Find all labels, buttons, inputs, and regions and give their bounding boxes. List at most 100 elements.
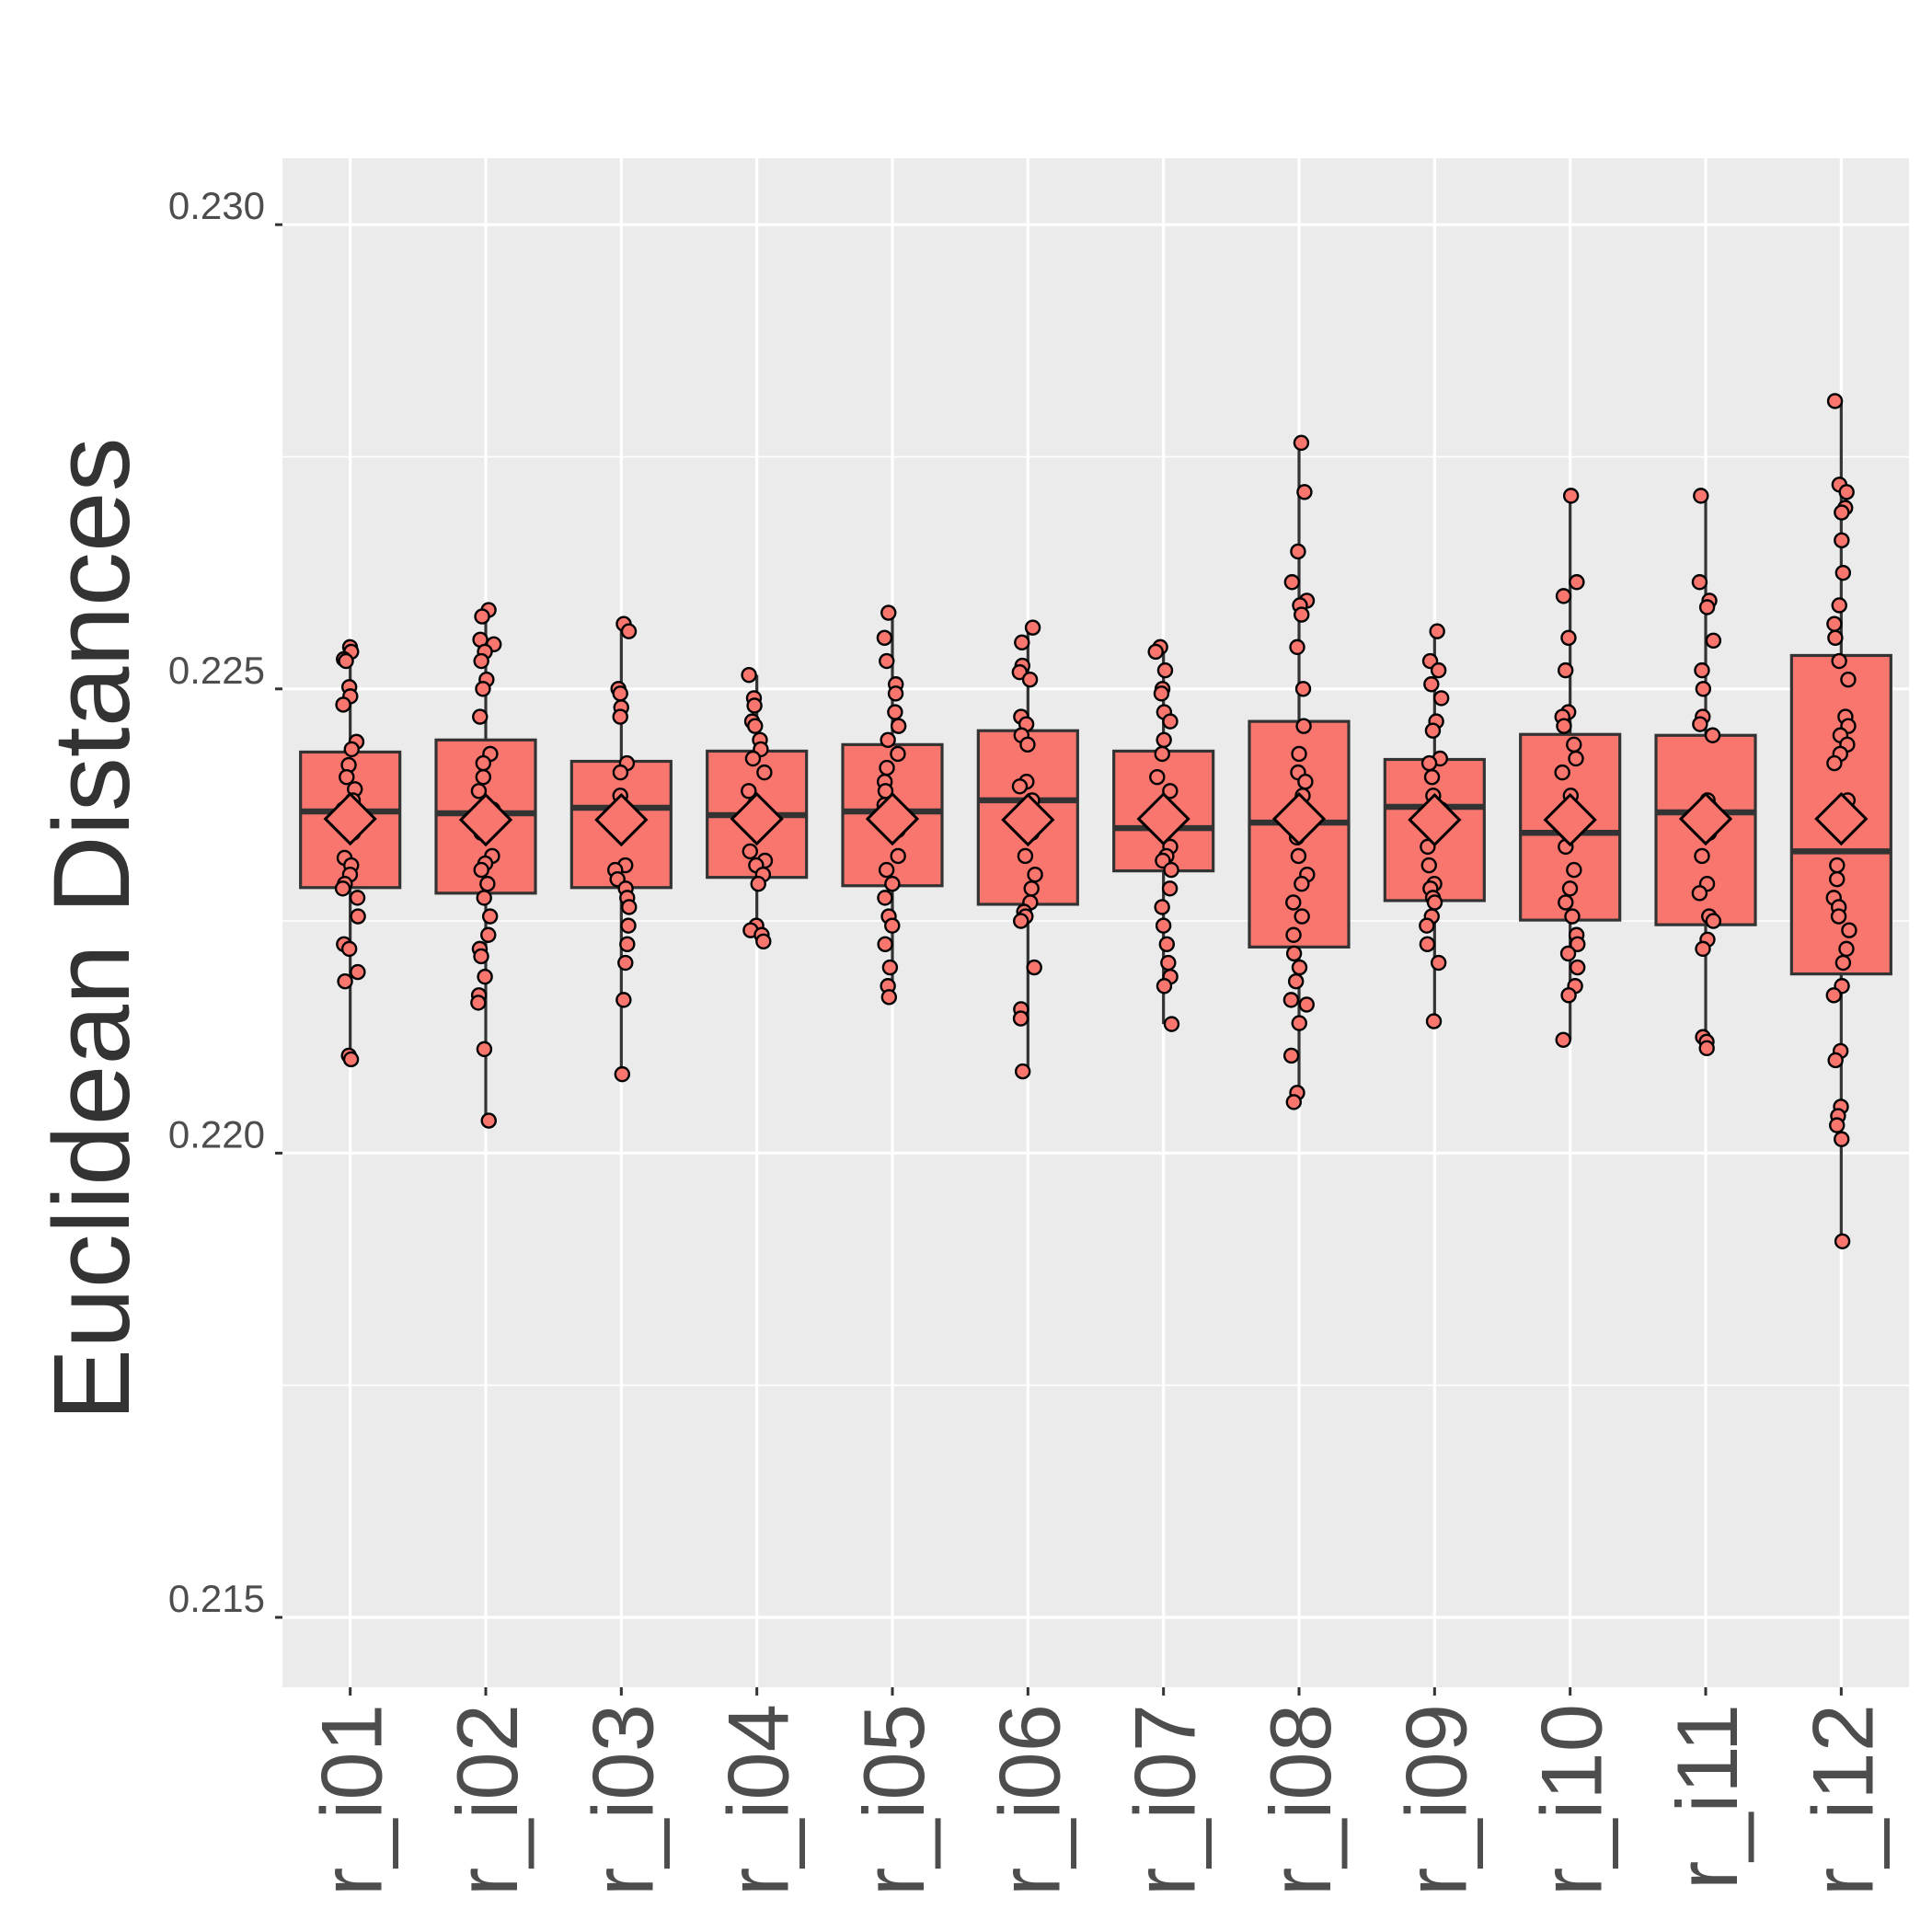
- data-point: [480, 1112, 497, 1129]
- data-point: [756, 764, 773, 781]
- data-point: [1695, 940, 1711, 958]
- data-point: [620, 917, 637, 934]
- data-point: [612, 685, 628, 702]
- data-point: [1012, 1010, 1029, 1027]
- data-point: [1555, 1031, 1571, 1048]
- data-point: [1282, 1047, 1300, 1064]
- data-point: [1826, 393, 1844, 409]
- data-point: [1557, 661, 1574, 679]
- data-point: [334, 880, 351, 897]
- y-tick-label: 0.225: [168, 649, 265, 692]
- data-point: [472, 708, 489, 725]
- data-point: [1566, 861, 1582, 879]
- mean-marker: [1543, 792, 1597, 847]
- data-point: [879, 652, 895, 670]
- data-point: [1698, 599, 1716, 615]
- x-tick-label: r_i10: [1524, 1704, 1620, 1896]
- data-point: [614, 1065, 631, 1083]
- data-point: [1014, 634, 1030, 651]
- data-point: [1419, 936, 1436, 953]
- data-point: [1834, 532, 1850, 549]
- data-point: [1011, 778, 1029, 795]
- data-point: [476, 1041, 493, 1058]
- data-point: [473, 652, 489, 670]
- data-point: [1294, 876, 1310, 892]
- data-point: [1019, 736, 1036, 753]
- data-point: [1698, 1040, 1715, 1057]
- data-point: [1560, 629, 1577, 646]
- data-point: [890, 718, 907, 734]
- data-point: [1423, 676, 1440, 693]
- data-point: [473, 948, 489, 965]
- data-point: [1827, 629, 1844, 646]
- data-point: [755, 933, 772, 950]
- data-point: [1285, 945, 1303, 962]
- data-point: [1294, 681, 1312, 697]
- data-point: [1834, 1131, 1850, 1147]
- x-tick-label: r_i09: [1387, 1704, 1484, 1896]
- data-point: [1298, 996, 1315, 1013]
- data-point: [342, 1051, 360, 1068]
- data-point: [1156, 978, 1173, 995]
- data-point: [340, 940, 358, 958]
- data-point: [1429, 623, 1445, 639]
- y-tick-label: 0.215: [168, 1577, 265, 1620]
- data-point: [476, 890, 492, 906]
- data-point: [481, 908, 499, 925]
- data-point: [1296, 484, 1313, 500]
- data-point: [1291, 1015, 1307, 1031]
- data-point: [1691, 574, 1708, 591]
- data-point: [1559, 945, 1577, 962]
- data-point: [881, 959, 899, 976]
- data-point: [337, 972, 353, 990]
- data-point: [1161, 880, 1179, 897]
- data-point: [475, 754, 492, 772]
- data-point: [1013, 913, 1029, 929]
- y-axis: 0.215 0.220 0.225 0.230: [168, 184, 282, 1620]
- data-point: [1162, 713, 1179, 730]
- data-point: [612, 764, 629, 781]
- data-point: [1704, 727, 1721, 743]
- data-point: [880, 989, 898, 1006]
- data-point: [887, 704, 903, 720]
- data-point: [1831, 652, 1847, 670]
- x-tick-label: r_i06: [981, 1704, 1077, 1896]
- data-point: [750, 876, 766, 892]
- y-tick-label: 0.220: [168, 1112, 265, 1156]
- data-point: [1017, 847, 1034, 865]
- data-point: [350, 908, 366, 925]
- mean-marker: [458, 792, 513, 847]
- mean-marker: [1678, 791, 1733, 846]
- data-point: [1285, 1094, 1303, 1110]
- data-point: [884, 917, 901, 934]
- data-point: [1024, 619, 1041, 636]
- data-point: [1840, 672, 1857, 688]
- data-point: [1568, 750, 1584, 767]
- data-point: [620, 623, 638, 639]
- data-point: [1021, 672, 1039, 688]
- data-point: [876, 629, 893, 646]
- data-point: [1293, 434, 1310, 452]
- data-point: [1705, 632, 1722, 650]
- data-point: [741, 666, 757, 684]
- data-point: [1692, 716, 1708, 732]
- data-point: [1695, 681, 1712, 697]
- data-point: [1569, 574, 1585, 591]
- data-point: [879, 759, 895, 776]
- data-point: [1834, 954, 1852, 972]
- x-tick-label: r_i11: [1659, 1704, 1755, 1890]
- data-point: [1156, 731, 1172, 749]
- data-point: [1838, 940, 1855, 958]
- data-point: [1426, 894, 1443, 911]
- data-point: [1838, 484, 1855, 500]
- data-point: [338, 652, 354, 670]
- data-point: [1147, 643, 1164, 661]
- mean-marker: [865, 791, 920, 846]
- data-point: [1154, 899, 1170, 915]
- data-point: [343, 741, 360, 758]
- x-tick-label: r_i05: [845, 1704, 942, 1896]
- data-point: [1297, 774, 1314, 790]
- data-point: [1287, 972, 1305, 990]
- data-point: [1555, 588, 1572, 604]
